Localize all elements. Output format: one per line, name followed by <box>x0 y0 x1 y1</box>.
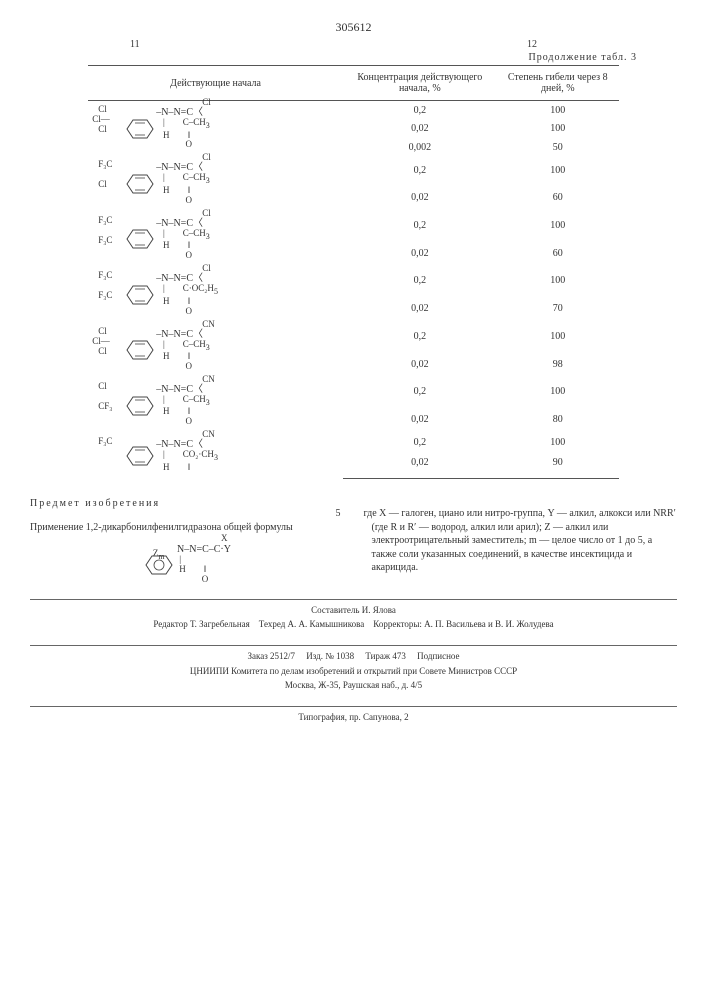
right-text: где X — галоген, циано или нитро-группа,… <box>364 508 676 573</box>
table-row: F₃CF₃CCl–N–N=C〈 | C–CH3 H ‖ O0,2100 <box>88 212 619 240</box>
structure-cell: ClCl—ClCl–N–N=C〈 | C–CH3 H ‖ O <box>88 101 343 157</box>
two-column-text: Предмет изобретения Применение 1,2-дикар… <box>30 497 677 585</box>
page-column-numbers: 11 12 <box>30 39 677 50</box>
mortality-cell: 60 <box>497 239 619 267</box>
conc-cell: 0,2 <box>343 101 497 120</box>
mortality-cell: 100 <box>497 323 619 351</box>
credits-line: Редактор Т. Загребельная Техред А. А. Ка… <box>30 618 677 631</box>
mortality-cell: 98 <box>497 350 619 378</box>
mortality-cell: 100 <box>497 101 619 120</box>
correctors: Корректоры: А. П. Васильева и В. И. Жолу… <box>373 619 553 629</box>
conc-cell: 0,2 <box>343 267 497 295</box>
mortality-cell: 100 <box>497 120 619 138</box>
left-column: Предмет изобретения Применение 1,2-дикар… <box>30 497 344 585</box>
conc-cell: 0,2 <box>343 433 497 452</box>
col-header-concentration: Концентрация действующего начала, % <box>343 66 497 101</box>
structure-cell: F₃CClCl–N–N=C〈 | C–CH3 H ‖ O <box>88 156 343 211</box>
conc-cell: 0,02 <box>343 452 497 479</box>
col-header-compound: Действующие начала <box>88 66 343 101</box>
mortality-cell: 60 <box>497 184 619 212</box>
order-line: Заказ 2512/7 Изд. № 1038 Тираж 473 Подпи… <box>30 650 677 663</box>
table-continuation: Продолжение табл. 3 <box>30 52 677 63</box>
footer-block: Составитель И. Ялова Редактор Т. Загребе… <box>30 604 677 724</box>
izd-no: Изд. № 1038 <box>306 651 354 661</box>
subject-heading: Предмет изобретения <box>30 497 344 511</box>
mortality-cell: 70 <box>497 295 619 323</box>
conc-cell: 0,02 <box>343 295 497 323</box>
structure-cell: F₃CF₃CCl–N–N=C〈 | C–CH3 H ‖ O <box>88 212 343 267</box>
data-table: Действующие начала Концентрация действую… <box>88 65 619 479</box>
conc-cell: 0,2 <box>343 323 497 351</box>
mortality-cell: 80 <box>497 406 619 434</box>
mortality-cell: 50 <box>497 138 619 156</box>
table-row: F₃CF₃CCl–N–N=C〈 | C·OC₂H5 H ‖ O0,2100 <box>88 267 619 295</box>
doc-number: 305612 <box>30 20 677 35</box>
mortality-cell: 100 <box>497 212 619 240</box>
structure-cell: F₃CCN–N–N=C〈 | CO₂·CH3 H ‖ <box>88 433 343 478</box>
mortality-cell: 100 <box>497 378 619 406</box>
tiraj: Тираж 473 <box>365 651 406 661</box>
table-row: ClCl—ClCN–N–N=C〈 | C–CH3 H ‖ O0,2100 <box>88 323 619 351</box>
col-header-mortality: Степень гибели через 8 дней, % <box>497 66 619 101</box>
structure-cell: F₃CF₃CCl–N–N=C〈 | C·OC₂H5 H ‖ O <box>88 267 343 322</box>
typ-line: Типография, пр. Сапунова, 2 <box>30 711 677 724</box>
conc-cell: 0,02 <box>343 350 497 378</box>
left-col-num: 11 <box>130 39 140 50</box>
formula-h: H <box>179 564 186 574</box>
footer-rule-1 <box>30 599 677 600</box>
structure-cell: ClCl—ClCN–N–N=C〈 | C–CH3 H ‖ O <box>88 323 343 378</box>
mortality-cell: 100 <box>497 156 619 184</box>
table-row: ClCF₃CN–N–N=C〈 | C–CH3 H ‖ O0,2100 <box>88 378 619 406</box>
addr-line: Москва, Ж-35, Раушская наб., д. 4/5 <box>30 679 677 692</box>
conc-cell: 0,2 <box>343 378 497 406</box>
sign: Подписное <box>417 651 459 661</box>
conc-cell: 0,2 <box>343 156 497 184</box>
table-row: ClCl—ClCl–N–N=C〈 | C–CH3 H ‖ O0,2100 <box>88 101 619 120</box>
footer-rule-3 <box>30 706 677 707</box>
footer-rule-2 <box>30 645 677 646</box>
left-text: Применение 1,2-дикарбонилфенилгидразона … <box>30 521 344 535</box>
conc-cell: 0,02 <box>343 184 497 212</box>
conc-cell: 0,002 <box>343 138 497 156</box>
formula-x: X <box>221 534 228 544</box>
tech-editor: Техред А. А. Камышникова <box>259 619 364 629</box>
conc-cell: 0,02 <box>343 406 497 434</box>
right-col-num: 12 <box>527 39 537 50</box>
mortality-cell: 100 <box>497 433 619 452</box>
formula-body: N–N=C–C·Y <box>177 544 231 555</box>
table-row: F₃CCN–N–N=C〈 | CO₂·CH3 H ‖0,2100 <box>88 433 619 452</box>
right-column: 5 где X — галоген, циано или нитро-групп… <box>364 497 678 585</box>
conc-cell: 0,2 <box>343 212 497 240</box>
general-formula: X N–N=C–C·Y | H ‖ O Zm <box>30 544 344 562</box>
compiler-line: Составитель И. Ялова <box>30 604 677 617</box>
conc-cell: 0,02 <box>343 120 497 138</box>
order-no: Заказ 2512/7 <box>247 651 295 661</box>
formula-o: O <box>202 574 209 584</box>
editor: Редактор Т. Загребельная <box>153 619 249 629</box>
mortality-cell: 90 <box>497 452 619 479</box>
table-row: F₃CClCl–N–N=C〈 | C–CH3 H ‖ O0,2100 <box>88 156 619 184</box>
table-header-row: Действующие начала Концентрация действую… <box>88 66 619 101</box>
structure-cell: ClCF₃CN–N–N=C〈 | C–CH3 H ‖ O <box>88 378 343 433</box>
conc-cell: 0,02 <box>343 239 497 267</box>
mortality-cell: 100 <box>497 267 619 295</box>
org-line: ЦНИИПИ Комитета по делам изобретений и о… <box>30 665 677 678</box>
